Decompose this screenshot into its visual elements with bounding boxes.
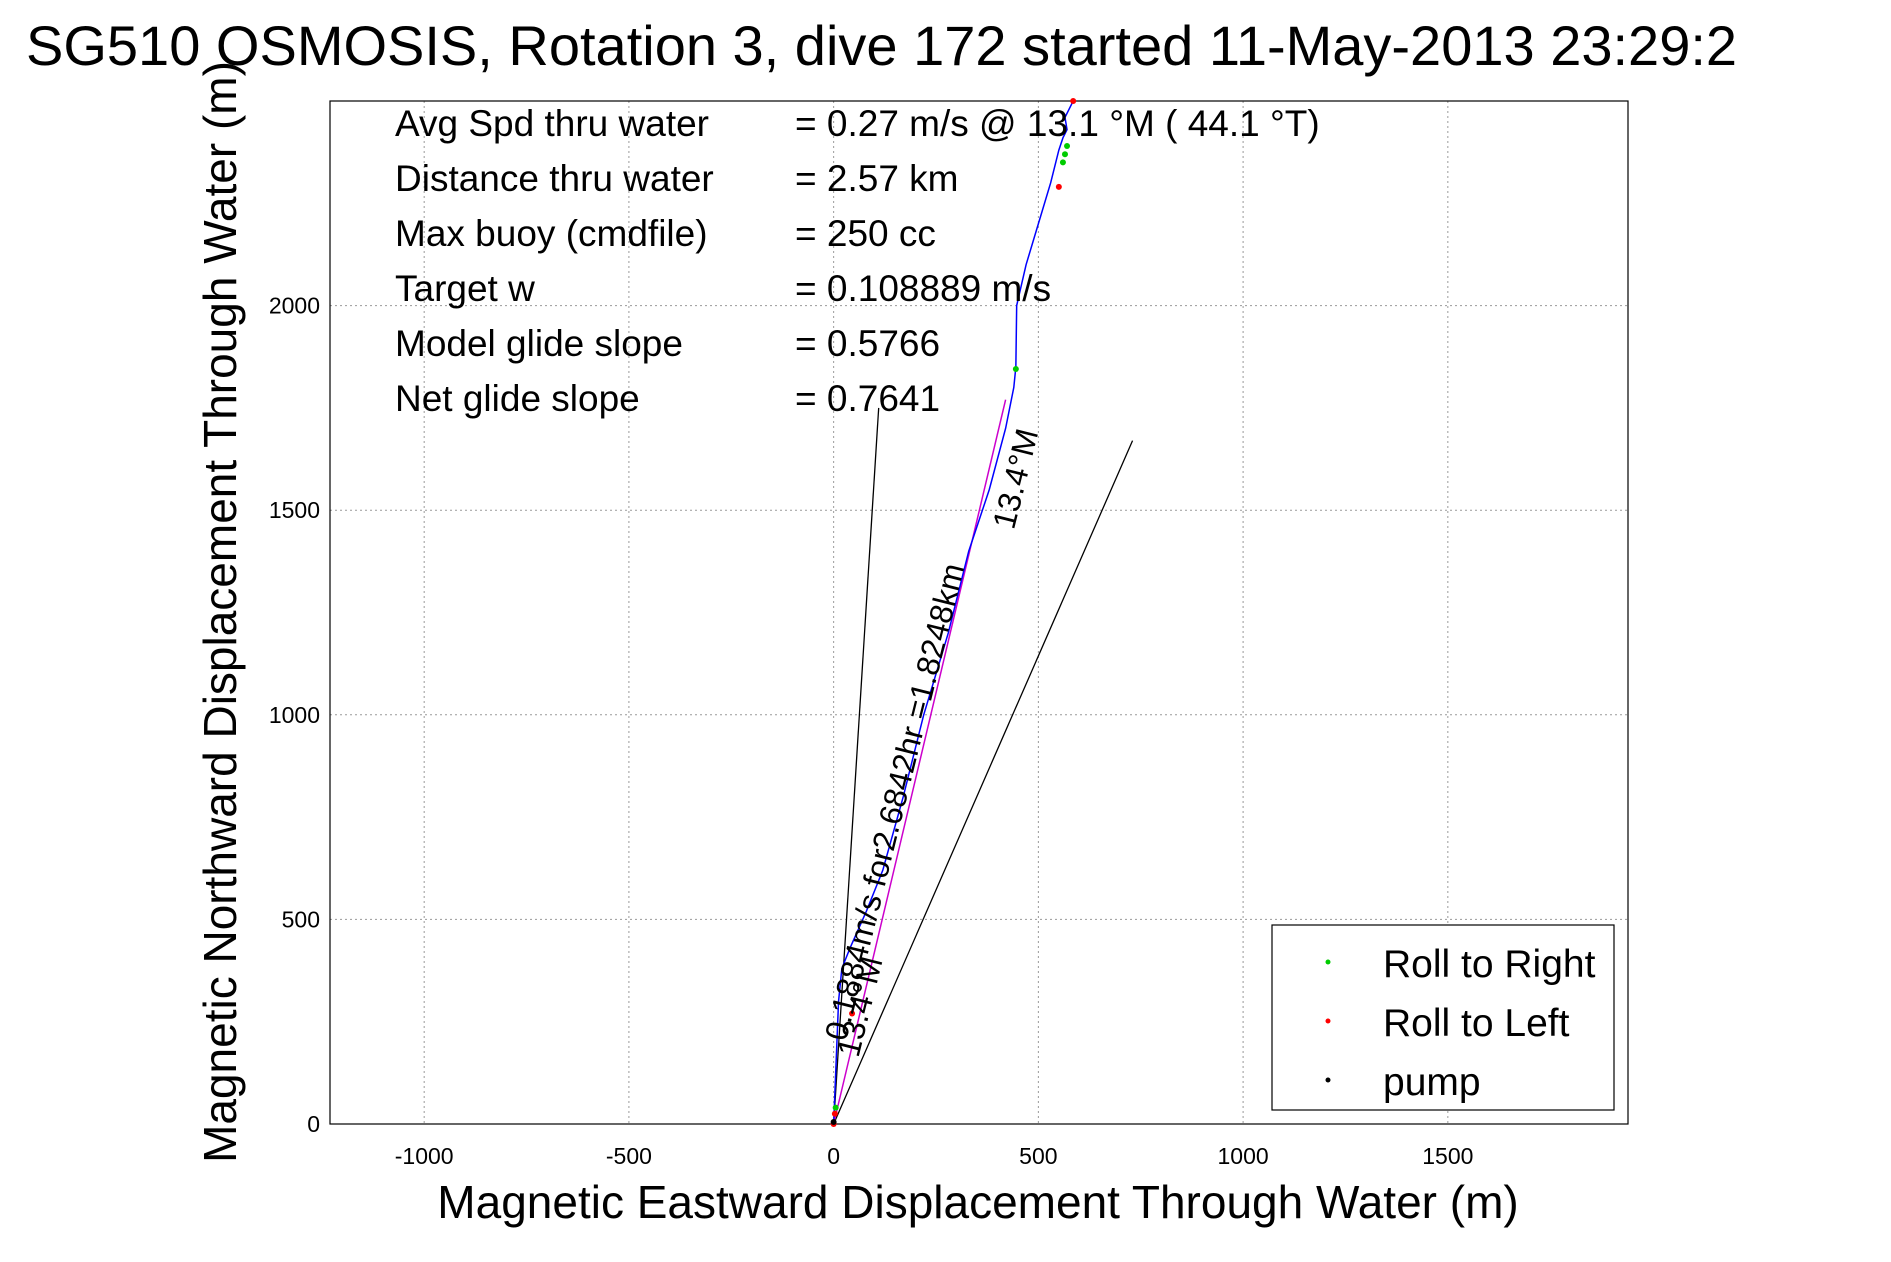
legend: Roll to Right Roll to Left pump xyxy=(1271,924,1615,1111)
track-annotation: 0.1884m/s for2.6842hr =1.8248km xyxy=(818,560,971,1044)
x-tick-label: -1000 xyxy=(395,1143,454,1169)
legend-marker xyxy=(1325,959,1331,965)
pump-marker xyxy=(830,1118,837,1125)
legend-marker xyxy=(1325,1077,1331,1083)
y-tick-label: 1000 xyxy=(269,702,320,728)
roll-left-marker xyxy=(1070,98,1077,104)
y-tick-label: 2000 xyxy=(269,293,320,319)
plot-frame xyxy=(329,100,1629,1125)
stat-label: Model glide slope xyxy=(395,323,683,364)
stat-label: Target w xyxy=(395,268,535,309)
x-tick-label: 1000 xyxy=(1218,1143,1269,1169)
roll-right-marker xyxy=(1059,159,1066,166)
track-annotation: 13.4°M xyxy=(986,425,1046,532)
roll-left-marker xyxy=(831,1110,838,1117)
x-tick-label: 500 xyxy=(1019,1143,1057,1169)
stat-label: Max buoy (cmdfile) xyxy=(395,213,708,254)
stats-block: Avg Spd thru water = 0.27 m/s @ 13.1 °M (… xyxy=(395,103,1320,419)
x-tick-label: 1500 xyxy=(1422,1143,1473,1169)
stat-label: Avg Spd thru water xyxy=(395,103,709,144)
stat-value: = 0.108889 m/s xyxy=(795,268,1051,309)
roll-right-marker xyxy=(1012,366,1019,373)
y-tick-label: 500 xyxy=(282,906,320,932)
y-tick-label: 1500 xyxy=(269,497,320,523)
roll-and-pump-markers xyxy=(830,98,1077,1127)
legend-label: Roll to Right xyxy=(1383,943,1596,986)
stat-value: = 2.57 km xyxy=(795,158,959,199)
roll-right-marker xyxy=(1061,151,1068,158)
legend-label: Roll to Left xyxy=(1383,1002,1570,1045)
roll-left-marker xyxy=(849,1010,856,1017)
stat-value: = 250 cc xyxy=(795,213,936,254)
x-tick-label: -500 xyxy=(606,1143,652,1169)
x-tick-label: 0 xyxy=(827,1143,840,1169)
y-tick-labels: 0 500 1000 1500 2000 xyxy=(269,293,320,1137)
dive-track-line xyxy=(832,100,1074,1125)
y-axis-title: Magnetic Northward Displacement Through … xyxy=(194,61,246,1163)
chart-title: SG510 OSMOSIS, Rotation 3, dive 172 star… xyxy=(26,14,1737,77)
legend-label: pump xyxy=(1383,1061,1481,1104)
model-track-line xyxy=(832,399,1007,1125)
roll-right-marker xyxy=(1064,143,1071,150)
stat-label: Distance thru water xyxy=(395,158,714,199)
stat-value: = 0.5766 xyxy=(795,323,940,364)
reference-lines xyxy=(832,407,1134,1125)
x-tick-labels: -1000 -500 0 500 1000 1500 xyxy=(395,1143,1474,1169)
reference-line xyxy=(832,407,880,1125)
stat-value: = 0.27 m/s @ 13.1 °M ( 44.1 °T) xyxy=(795,103,1320,144)
track-annotations: 0.1884m/s for2.6842hr =1.8248km13.4°M13.… xyxy=(818,425,1045,1060)
legend-marker xyxy=(1325,1018,1331,1024)
stat-value: = 0.7641 xyxy=(795,378,940,419)
y-tick-label: 0 xyxy=(307,1111,320,1137)
stat-label: Net glide slope xyxy=(395,378,640,419)
roll-right-marker xyxy=(832,1104,839,1111)
roll-left-marker xyxy=(1055,183,1062,190)
reference-line xyxy=(833,440,1134,1125)
x-axis-title: Magnetic Eastward Displacement Through W… xyxy=(437,1176,1518,1228)
